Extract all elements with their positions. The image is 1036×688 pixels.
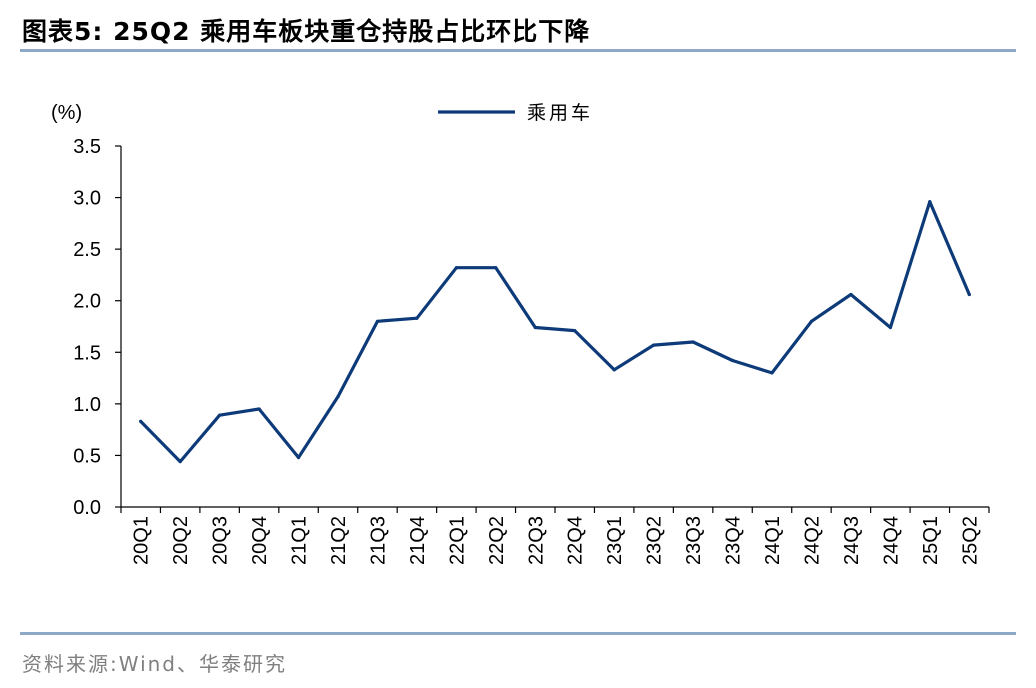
- data-point: [178, 460, 182, 464]
- x-tick-label: 21Q1: [289, 516, 311, 565]
- data-point: [967, 292, 971, 297]
- y-tick-label: 2.0: [73, 291, 101, 313]
- data-point: [888, 325, 892, 330]
- data-point: [730, 358, 735, 363]
- y-tick-label: 1.0: [73, 394, 101, 416]
- x-tick-label: 25Q1: [920, 516, 942, 565]
- x-tick-label: 23Q4: [723, 516, 745, 565]
- data-point: [454, 266, 458, 270]
- data-point: [375, 319, 380, 323]
- plot-area: [139, 200, 971, 464]
- x-tick-label: 21Q2: [328, 516, 350, 565]
- source-divider: [20, 632, 1016, 635]
- x-tick-label: 24Q3: [841, 516, 863, 565]
- x-tick-label: 22Q1: [446, 516, 468, 565]
- data-point: [296, 455, 301, 460]
- x-tick-label: 25Q2: [959, 516, 981, 565]
- data-point: [809, 319, 814, 323]
- y-tick-label: 3.5: [73, 136, 101, 158]
- x-tick-label: 21Q3: [367, 516, 389, 565]
- x-tick-label: 23Q3: [683, 516, 705, 565]
- line-chart: 0.00.51.01.52.02.53.03.5 20Q1 20Q2 20Q3 20Q…: [51, 102, 990, 565]
- x-tick-label: 20Q1: [131, 516, 153, 565]
- y-tick-label: 2.5: [73, 239, 101, 261]
- data-point: [770, 371, 774, 375]
- data-point: [415, 316, 419, 320]
- x-axis: 20Q1 20Q2 20Q3 20Q4 21Q1 21Q2 21Q3 21Q4 22Q1 22Q2…: [120, 506, 990, 565]
- data-point: [139, 419, 143, 423]
- y-tick-label: 3.0: [73, 188, 101, 210]
- title-divider: [20, 49, 1016, 52]
- data-point: [533, 325, 537, 330]
- series-line: [139, 200, 971, 464]
- data-point: [612, 368, 616, 372]
- x-tick-label: 24Q2: [801, 516, 823, 565]
- x-tick-label: 23Q1: [604, 516, 626, 565]
- x-tick-label: 20Q3: [210, 516, 232, 565]
- y-unit-label: (%): [51, 102, 82, 124]
- data-point: [849, 292, 853, 297]
- legend-label: 乘用车: [527, 102, 593, 124]
- data-point: [691, 340, 695, 344]
- y-tick-label: 0.5: [73, 445, 101, 467]
- legend: 乘用车: [438, 102, 593, 124]
- x-tick-label: 21Q4: [407, 516, 429, 565]
- data-point: [218, 413, 222, 417]
- x-tick-label: 20Q4: [249, 516, 271, 565]
- x-tick-label: 22Q2: [486, 516, 508, 565]
- x-tick-label: 22Q3: [525, 516, 547, 565]
- data-point: [494, 266, 498, 270]
- x-tick-label: 20Q2: [170, 516, 192, 565]
- data-point: [928, 200, 932, 204]
- y-tick-label: 0.0: [73, 497, 101, 519]
- source-note: 资料来源:Wind、华泰研究: [22, 652, 288, 676]
- figure-title: 图表5: 25Q2 乘用车板块重仓持股占比环比下降: [22, 17, 591, 46]
- data-point: [336, 395, 340, 399]
- y-tick-label: 1.5: [73, 342, 101, 364]
- x-tick-label: 24Q4: [880, 516, 902, 565]
- x-tick-label: 22Q4: [565, 516, 587, 565]
- x-tick-label: 23Q2: [644, 516, 666, 565]
- data-point: [573, 329, 577, 333]
- x-tick-label: 24Q1: [762, 516, 784, 565]
- y-axis: 0.0 0.5 1.0 1.5 2.0 2.5 3.0 3.5: [73, 136, 122, 519]
- data-point: [652, 343, 656, 347]
- data-point: [257, 407, 261, 411]
